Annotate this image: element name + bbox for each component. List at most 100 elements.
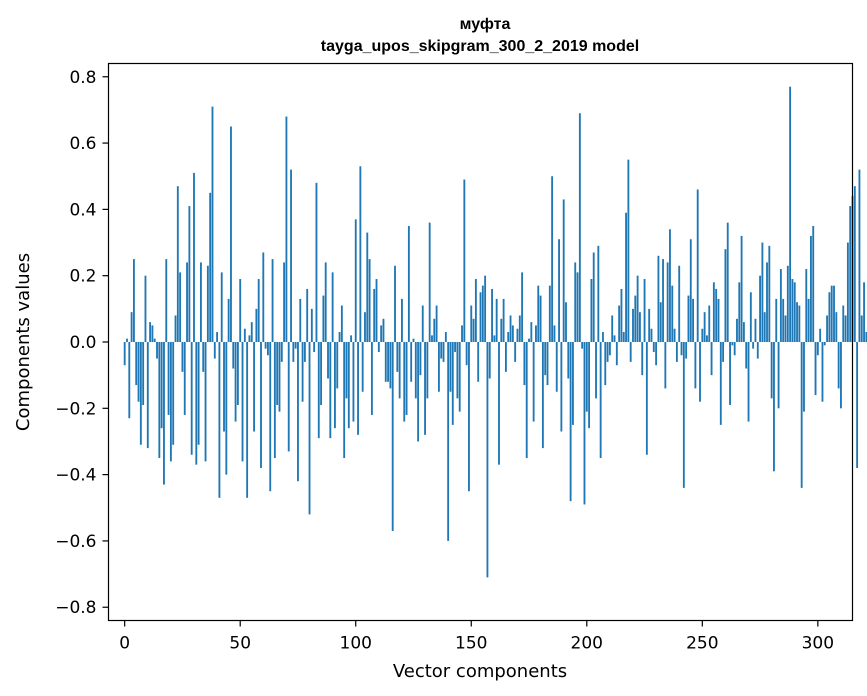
bar (768, 245, 771, 342)
bar (403, 342, 406, 422)
bar (574, 262, 577, 342)
bar (645, 342, 648, 455)
bar (447, 342, 450, 541)
bar (440, 342, 443, 359)
bar (290, 169, 292, 342)
bar (481, 285, 484, 342)
bar (195, 342, 198, 465)
bar (280, 342, 283, 362)
bar (509, 315, 512, 342)
bar (421, 305, 424, 342)
bar (135, 342, 138, 386)
bar (606, 342, 609, 362)
bar (294, 342, 297, 349)
bar (770, 342, 773, 399)
bar (264, 342, 267, 349)
bar (842, 305, 845, 342)
bar (158, 342, 161, 459)
bar (153, 338, 156, 342)
bar (652, 342, 655, 352)
bar (188, 206, 191, 342)
x-axis-ticks: 0 50 100 150 200 250 300 (119, 620, 834, 654)
bar (816, 342, 819, 356)
bar (495, 298, 498, 342)
bar (368, 259, 371, 342)
bar (458, 342, 461, 412)
bar (856, 342, 859, 468)
bar (608, 342, 611, 356)
bar (592, 252, 595, 342)
bar (433, 318, 436, 342)
bar (142, 342, 145, 405)
bar (271, 259, 274, 342)
bar (160, 342, 163, 429)
bar (327, 342, 329, 379)
bar (659, 302, 662, 342)
bar (759, 275, 761, 342)
bar (595, 342, 597, 399)
bar (354, 219, 357, 342)
bar (544, 342, 547, 376)
bar (299, 298, 302, 342)
bar (477, 342, 480, 382)
bar (578, 113, 581, 342)
bar (611, 315, 614, 342)
bar (729, 342, 731, 405)
bar (516, 328, 519, 342)
bar (382, 318, 385, 342)
bar (675, 342, 678, 362)
bar (331, 272, 334, 343)
bar (278, 342, 281, 412)
y-tick-label: −0.2 (55, 399, 96, 419)
bar (412, 338, 415, 342)
bar (761, 242, 764, 342)
bar (493, 335, 496, 342)
bar (696, 189, 699, 342)
bar (167, 342, 170, 415)
bar (206, 265, 209, 342)
bar (745, 342, 748, 369)
bar (486, 342, 489, 578)
bar (132, 259, 135, 342)
bar (620, 288, 623, 342)
bar (267, 342, 269, 356)
bar (213, 342, 216, 359)
bar (248, 335, 251, 342)
bar (301, 342, 304, 402)
bar (814, 342, 817, 396)
bar (202, 342, 205, 372)
bar (336, 342, 339, 389)
bar (345, 342, 348, 399)
bar (669, 229, 671, 342)
bar (789, 86, 792, 343)
bar (435, 305, 438, 342)
bar (666, 262, 669, 342)
bar (128, 342, 131, 419)
bar (784, 315, 787, 342)
bar (123, 342, 126, 366)
bar (782, 298, 785, 342)
bar (706, 335, 708, 342)
bar (144, 275, 147, 342)
bar (209, 192, 212, 342)
bar (717, 298, 720, 342)
bar (225, 342, 228, 475)
bar (190, 342, 193, 455)
bar (479, 292, 482, 342)
x-tick-label: 250 (686, 634, 718, 654)
bars-group (123, 86, 867, 578)
bar (840, 342, 842, 409)
bar (474, 279, 477, 342)
bar (786, 265, 789, 342)
bar (308, 342, 311, 515)
bar (726, 222, 729, 342)
bar (701, 328, 704, 342)
bar (807, 298, 810, 342)
bar (276, 342, 279, 405)
bar (826, 315, 829, 342)
bar (230, 126, 232, 343)
bar (860, 315, 863, 342)
bar (643, 279, 646, 342)
bar (548, 285, 551, 342)
bar (218, 342, 221, 498)
